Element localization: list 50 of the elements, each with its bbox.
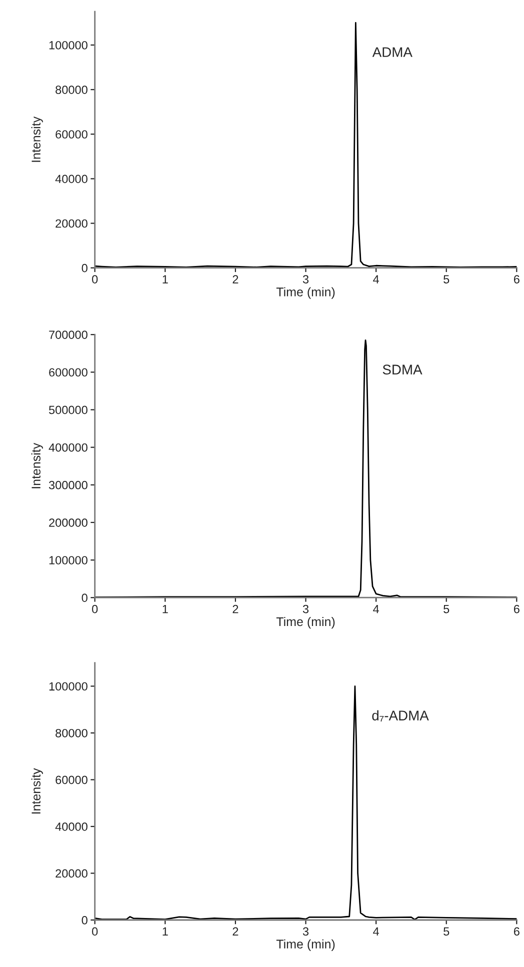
x-tick-label: 6 [514, 275, 520, 284]
x-tick-label: 6 [514, 927, 520, 936]
x-tick-label: 2 [232, 604, 238, 614]
y-tick-label: 80000 [56, 728, 88, 738]
x-tick-label: 4 [373, 275, 379, 284]
y-tick-label: 200000 [49, 518, 88, 527]
y-tick-label: 0 [82, 264, 88, 272]
y-tick-label: 60000 [56, 776, 88, 784]
x-tick-label: 5 [444, 927, 450, 936]
y-tick-label: 300000 [48, 480, 88, 490]
x-tick-label: 1 [162, 275, 168, 284]
x-tick-label: 3 [302, 927, 309, 936]
x-tick-label: 4 [373, 927, 379, 936]
y-tick-label: 600000 [49, 368, 88, 377]
x-tick-label: 0 [92, 604, 98, 614]
x-tick-label: 5 [444, 604, 450, 614]
y-tick-label: 40000 [55, 822, 88, 831]
x-tick-label: 4 [373, 604, 379, 614]
x-tick-label: 0 [92, 275, 98, 284]
y-tick-label: 20000 [56, 219, 88, 228]
y-tick-label: 100000 [49, 556, 88, 564]
x-tick-label: 6 [514, 604, 520, 614]
y-tick-label: 700000 [49, 330, 88, 339]
annotation: SDMA [382, 364, 422, 374]
y-tick-label: 60000 [56, 130, 88, 139]
x-axis-title: Time (min) [276, 616, 335, 629]
annotation: ADMA [372, 47, 412, 57]
x-tick-label: 1 [162, 927, 168, 936]
x-tick-label: 3 [302, 275, 309, 284]
x-tick-label: 0 [92, 927, 98, 936]
x-tick-label: 1 [162, 604, 168, 614]
y-tick-label: 0 [82, 594, 88, 602]
y-tick-label: 0 [82, 916, 88, 924]
x-axis-title: Time (min) [276, 939, 335, 951]
y-tick-label: 400000 [48, 443, 88, 452]
y-axis-title: Intensity [31, 442, 43, 488]
y-axis-title: Intensity [31, 768, 43, 814]
y-axis-title: Intensity [31, 116, 43, 162]
x-tick-label: 2 [232, 275, 238, 284]
x-tick-label: 3 [302, 604, 309, 614]
y-tick-label: 100000 [49, 41, 88, 50]
x-tick-label: 5 [444, 275, 450, 284]
y-tick-label: 80000 [56, 86, 88, 94]
x-axis-title: Time (min) [276, 287, 335, 299]
y-tick-label: 100000 [49, 682, 88, 691]
y-tick-label: 20000 [56, 869, 88, 878]
y-tick-label: 500000 [48, 406, 88, 414]
y-tick-label: 40000 [55, 174, 88, 184]
annotation: d₇-ADMA [372, 710, 429, 722]
x-tick-label: 2 [232, 927, 238, 936]
